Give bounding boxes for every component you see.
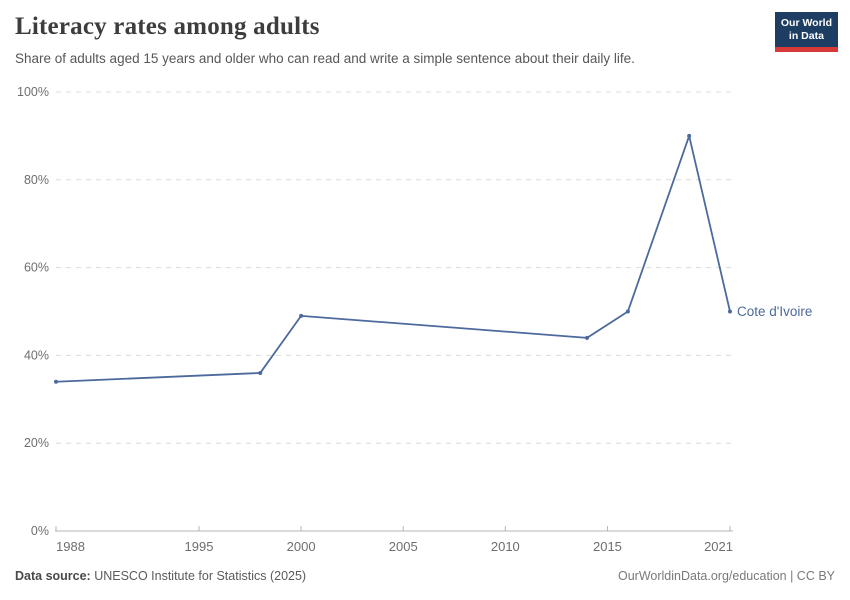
data-source-text: UNESCO Institute for Statistics (2025) bbox=[90, 569, 307, 583]
data-point bbox=[728, 309, 732, 314]
y-tick-label: 0% bbox=[31, 524, 49, 538]
x-tick-label: 2015 bbox=[593, 539, 622, 554]
x-tick-label: 2005 bbox=[389, 539, 418, 554]
data-source-label: Data source: bbox=[15, 569, 91, 583]
series-end-label: Cote d'Ivoire bbox=[737, 304, 812, 319]
y-tick-label: 40% bbox=[24, 348, 49, 362]
x-tick-label: 1995 bbox=[185, 539, 214, 554]
data-point bbox=[585, 335, 590, 340]
data-point bbox=[54, 379, 58, 384]
x-tick-label: 2000 bbox=[287, 539, 316, 554]
credit-link[interactable]: OurWorldinData.org/education | CC BY bbox=[617, 569, 835, 583]
data-point bbox=[687, 133, 692, 138]
chart-subtitle: Share of adults aged 15 years and older … bbox=[15, 51, 635, 66]
y-tick-label: 20% bbox=[24, 436, 49, 450]
y-tick-label: 80% bbox=[24, 173, 49, 187]
data-point bbox=[625, 309, 630, 314]
logo-line2: in Data bbox=[788, 30, 824, 42]
data-point bbox=[258, 370, 263, 375]
y-tick-label: 100% bbox=[17, 85, 49, 99]
y-tick-label: 60% bbox=[24, 261, 49, 275]
series-line bbox=[55, 134, 731, 383]
x-tick-label: 2021 bbox=[704, 539, 733, 554]
page-title: Literacy rates among adults bbox=[15, 13, 320, 40]
x-tick-label: 1988 bbox=[56, 539, 85, 554]
data-point bbox=[299, 313, 304, 318]
data-source: Data source: UNESCO Institute for Statis… bbox=[15, 569, 306, 583]
x-tick-label: 2010 bbox=[491, 539, 520, 554]
logo-line1: Our World bbox=[780, 17, 832, 29]
owid-logo: Our World in Data bbox=[774, 12, 838, 52]
